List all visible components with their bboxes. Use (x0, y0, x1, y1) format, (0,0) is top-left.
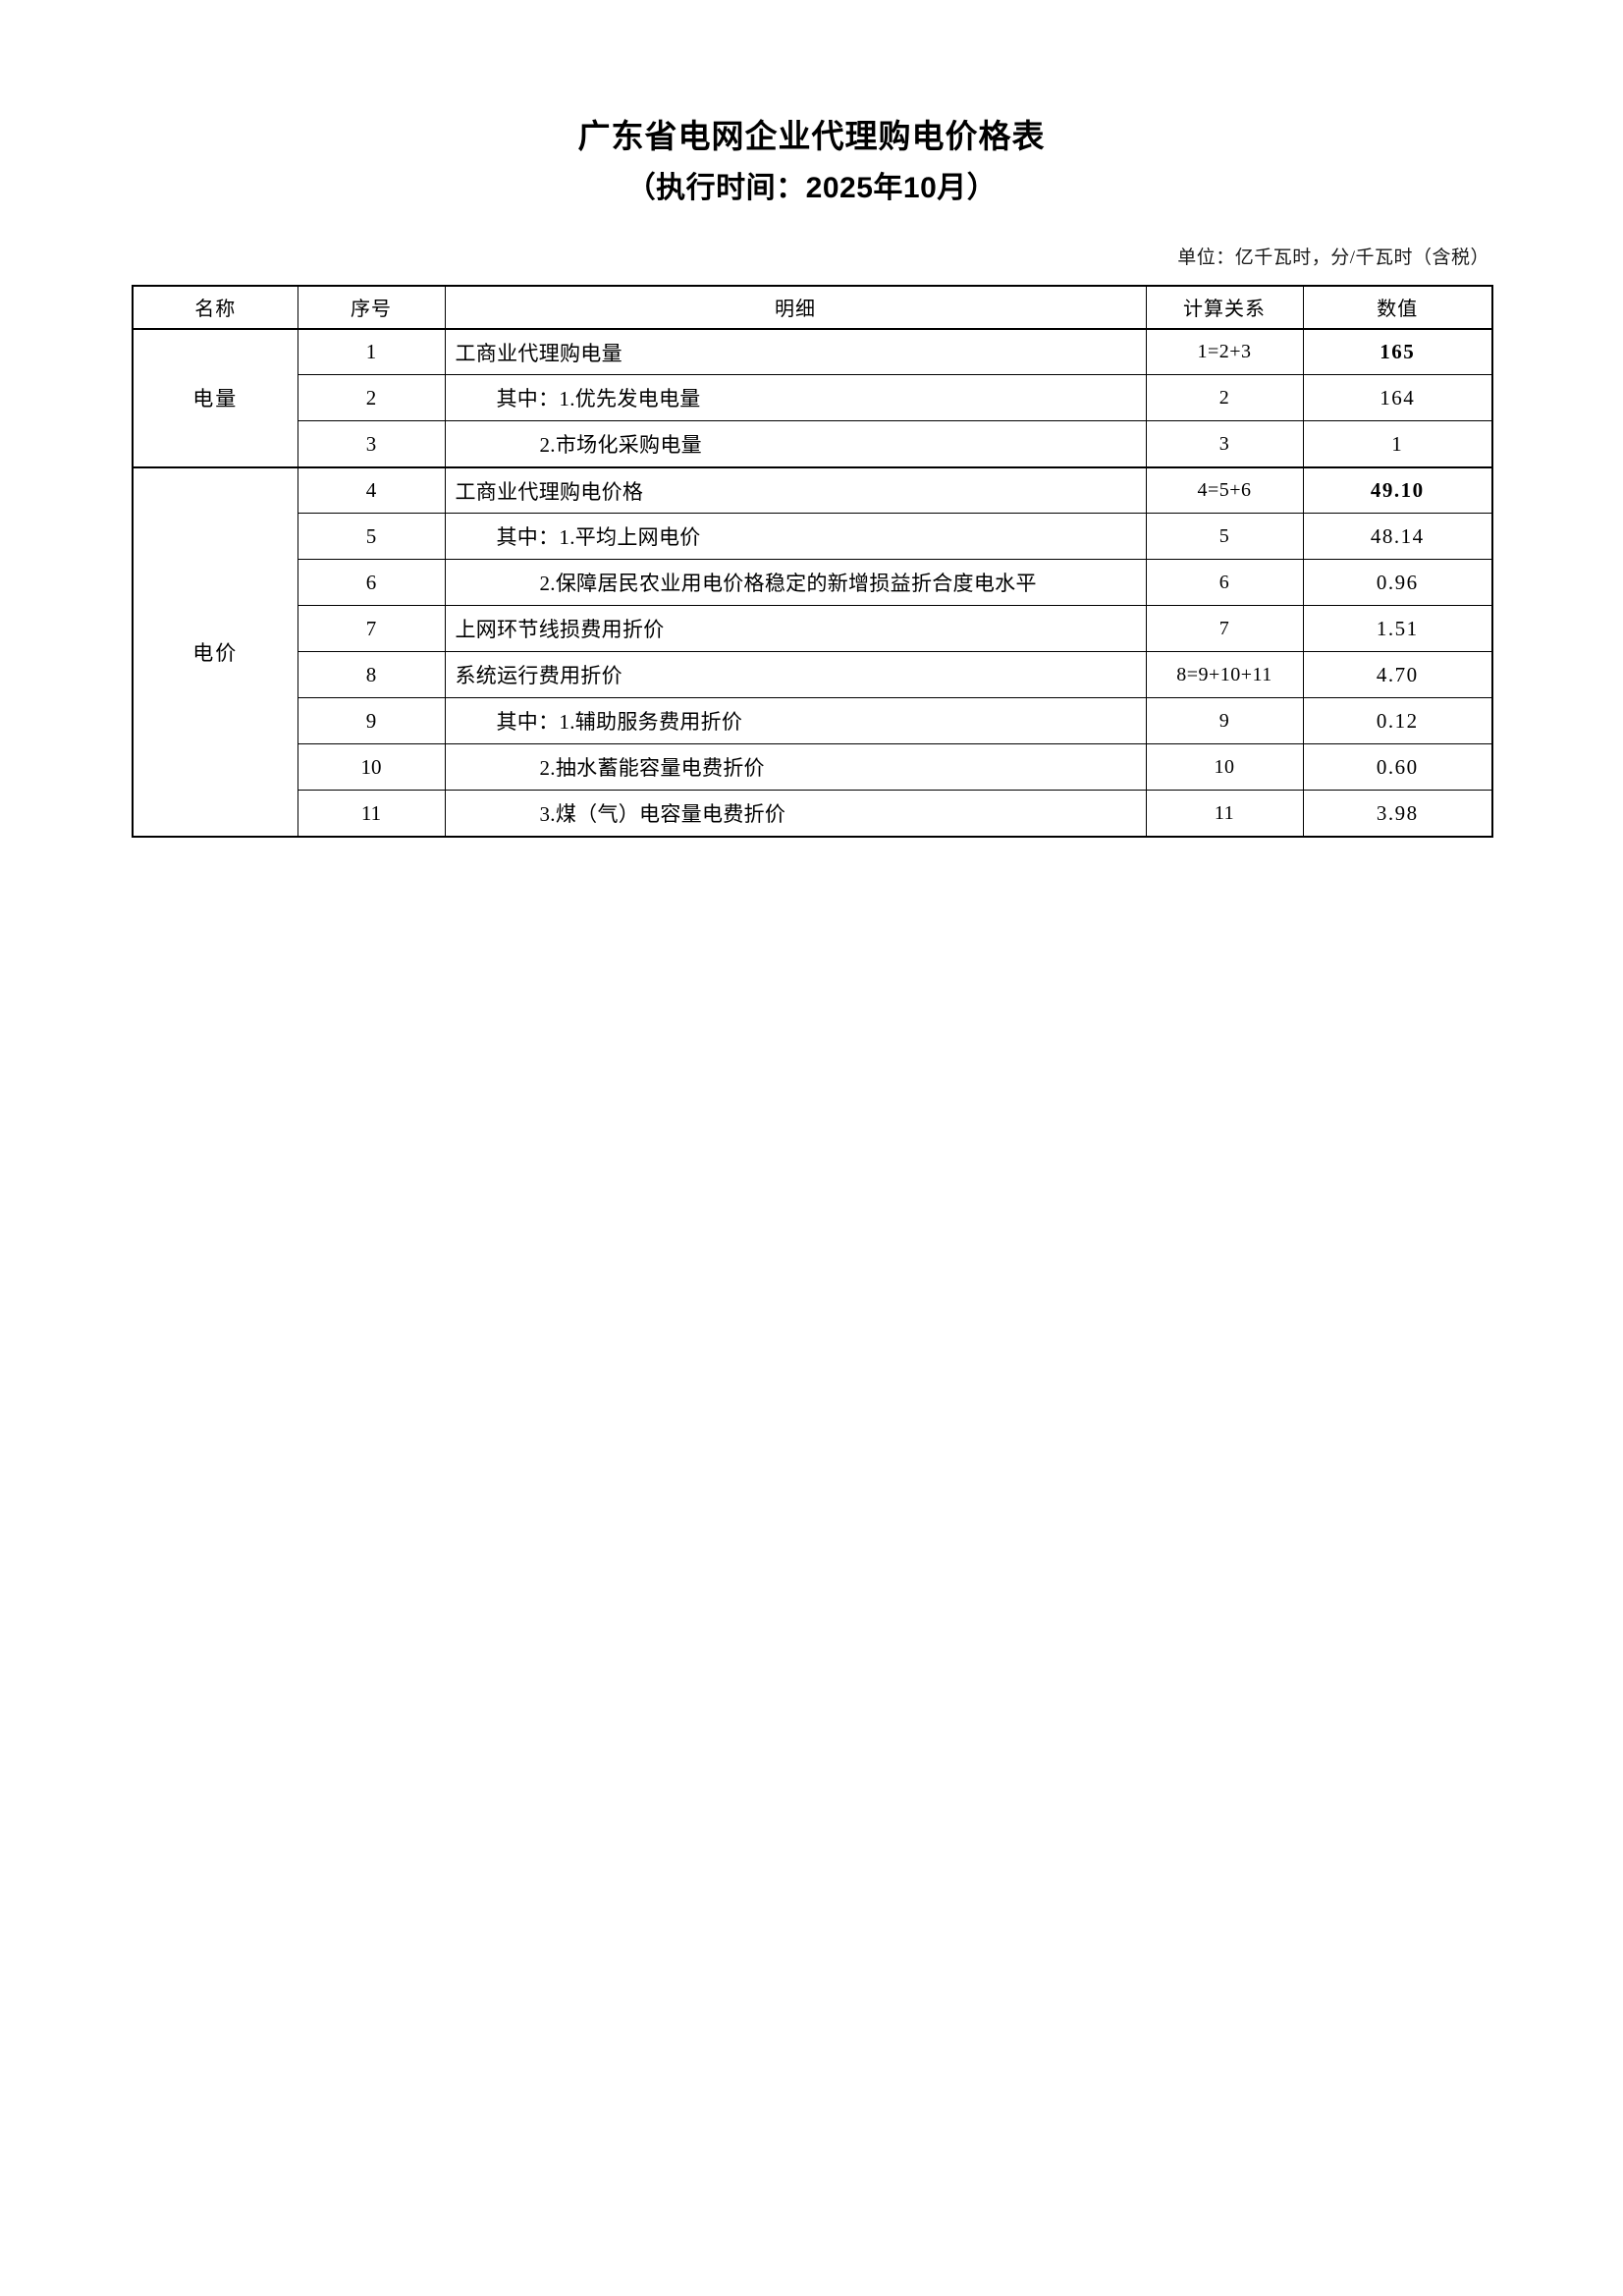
table-row: 11 3.煤（气）电容量电费折价 11 3.98 (133, 790, 1493, 838)
table-header: 名称 序号 明细 计算关系 数值 (132, 285, 1493, 330)
row-detail-cell: 3.煤（气）电容量电费折价 (444, 790, 1147, 838)
table-row: 电量 1 工商业代理购电量 1=2+3 165 (132, 327, 1493, 468)
row-calculation-cell: 7 (1145, 605, 1304, 653)
table-row: 6 2.保障居民农业用电价格稳定的新增损益折合度电水平 6 0.96 (133, 559, 1493, 607)
title-block: 广东省电网企业代理购电价格表 （执行时间：2025年10月） (0, 0, 1623, 207)
row-calculation-cell: 10 (1145, 743, 1304, 792)
row-calculation-cell: 3 (1145, 420, 1304, 468)
row-value-cell: 164 (1302, 374, 1493, 422)
row-sequence-cell: 3 (297, 420, 446, 468)
row-detail-cell: 2.保障居民农业用电价格稳定的新增损益折合度电水平 (444, 559, 1147, 607)
row-value-cell: 48.14 (1302, 513, 1493, 561)
table-row: 5 其中：1.平均上网电价 5 48.14 (133, 513, 1493, 561)
electricity-price-table: 名称 序号 明细 计算关系 数值 电量 1 工商业代理购电量 1=2+3 165 2 其中：… (132, 284, 1493, 838)
row-value-cell: 0.60 (1302, 743, 1493, 792)
row-detail-cell: 系统运行费用折价 (444, 651, 1147, 699)
document-subtitle: （执行时间：2025年10月） (625, 172, 998, 205)
table-body: 电量 1 工商业代理购电量 1=2+3 165 2 其中：1.优先发电电量 2 164 3 2.市场… (132, 327, 1493, 838)
row-value-cell: 1.51 (1302, 605, 1493, 653)
row-calculation-cell: 2 (1145, 374, 1304, 422)
row-calculation-cell: 4=5+6 (1145, 465, 1304, 515)
table-row: 7 上网环节线损费用折价 7 1.51 (133, 605, 1493, 653)
row-detail-cell: 2.抽水蓄能容量电费折价 (444, 743, 1147, 792)
row-detail-cell: 上网环节线损费用折价 (444, 605, 1147, 653)
row-sequence-cell: 2 (297, 374, 446, 422)
row-calculation-cell: 6 (1145, 559, 1304, 607)
row-sequence-cell: 5 (297, 513, 446, 561)
document-title: 广东省电网企业代理购电价格表 (577, 118, 1046, 154)
row-calculation-cell: 1=2+3 (1145, 327, 1304, 376)
column-header-detail: 明细 (444, 285, 1147, 330)
units-note-row: 单位：亿千瓦时，分/千瓦时（含税） (0, 243, 1623, 269)
row-calculation-cell: 11 (1145, 790, 1304, 838)
row-detail-cell: 2.市场化采购电量 (444, 420, 1147, 468)
row-value-cell: 4.70 (1302, 651, 1493, 699)
row-calculation-cell: 8=9+10+11 (1145, 651, 1304, 699)
row-sequence-cell: 4 (297, 465, 446, 515)
row-value-cell: 0.96 (1302, 559, 1493, 607)
table-row: 3 2.市场化采购电量 3 1 (133, 420, 1493, 468)
row-value-cell: 1 (1302, 420, 1493, 468)
row-detail-cell: 其中：1.优先发电电量 (444, 374, 1147, 422)
column-header-value: 数值 (1302, 285, 1493, 330)
table-header-row: 名称 序号 明细 计算关系 数值 (132, 285, 1493, 330)
row-sequence-cell: 6 (297, 559, 446, 607)
row-value-cell: 0.12 (1302, 697, 1493, 745)
row-sequence-cell: 10 (297, 743, 446, 792)
row-value-cell: 165 (1302, 327, 1493, 376)
row-sequence-cell: 7 (297, 605, 446, 653)
row-sequence-cell: 9 (297, 697, 446, 745)
table-row: 电价 4 工商业代理购电价格 4=5+6 49.10 (132, 465, 1493, 838)
column-header-name: 名称 (132, 285, 298, 330)
column-header-seq: 序号 (297, 285, 446, 330)
row-sequence-cell: 8 (297, 651, 446, 699)
table-row: 2 其中：1.优先发电电量 2 164 (133, 374, 1493, 422)
table-row: 9 其中：1.辅助服务费用折价 9 0.12 (133, 697, 1493, 745)
row-detail-cell: 其中：1.平均上网电价 (444, 513, 1147, 561)
units-note: 单位：亿千瓦时，分/千瓦时（含税） (1177, 246, 1489, 268)
group-label-cell: 电价 (132, 465, 298, 838)
table-row: 8 系统运行费用折价 8=9+10+11 4.70 (133, 651, 1493, 699)
row-sequence-cell: 1 (297, 327, 446, 376)
group-label-cell: 电量 (132, 327, 298, 468)
row-calculation-cell: 5 (1145, 513, 1304, 561)
table-row: 10 2.抽水蓄能容量电费折价 10 0.60 (133, 743, 1493, 792)
row-detail-cell: 工商业代理购电量 (444, 327, 1147, 376)
price-table-wrapper: 名称 序号 明细 计算关系 数值 电量 1 工商业代理购电量 1=2+3 165 2 其中：… (132, 284, 1493, 838)
row-value-cell: 49.10 (1302, 465, 1493, 515)
row-sequence-cell: 11 (297, 790, 446, 838)
row-detail-cell: 工商业代理购电价格 (444, 465, 1147, 515)
row-calculation-cell: 9 (1145, 697, 1304, 745)
row-value-cell: 3.98 (1302, 790, 1493, 838)
row-detail-cell: 其中：1.辅助服务费用折价 (444, 697, 1147, 745)
column-header-calc: 计算关系 (1145, 285, 1304, 330)
